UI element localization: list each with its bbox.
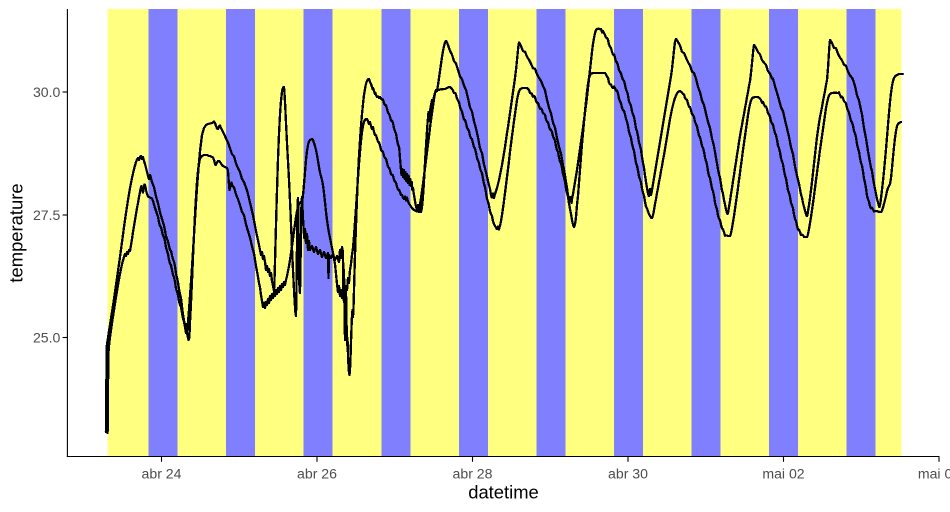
svg-text:mai 02: mai 02: [762, 466, 804, 482]
svg-text:abr 24: abr 24: [142, 466, 182, 482]
svg-text:abr 26: abr 26: [297, 466, 337, 482]
svg-text:mai 04: mai 04: [918, 466, 950, 482]
svg-text:25.0: 25.0: [33, 330, 61, 346]
svg-text:27.5: 27.5: [33, 207, 61, 223]
svg-text:abr 28: abr 28: [453, 466, 493, 482]
svg-text:30.0: 30.0: [33, 84, 61, 100]
svg-text:abr 30: abr 30: [608, 466, 648, 482]
svg-text:temperature: temperature: [6, 183, 27, 282]
svg-text:datetime: datetime: [468, 482, 539, 503]
